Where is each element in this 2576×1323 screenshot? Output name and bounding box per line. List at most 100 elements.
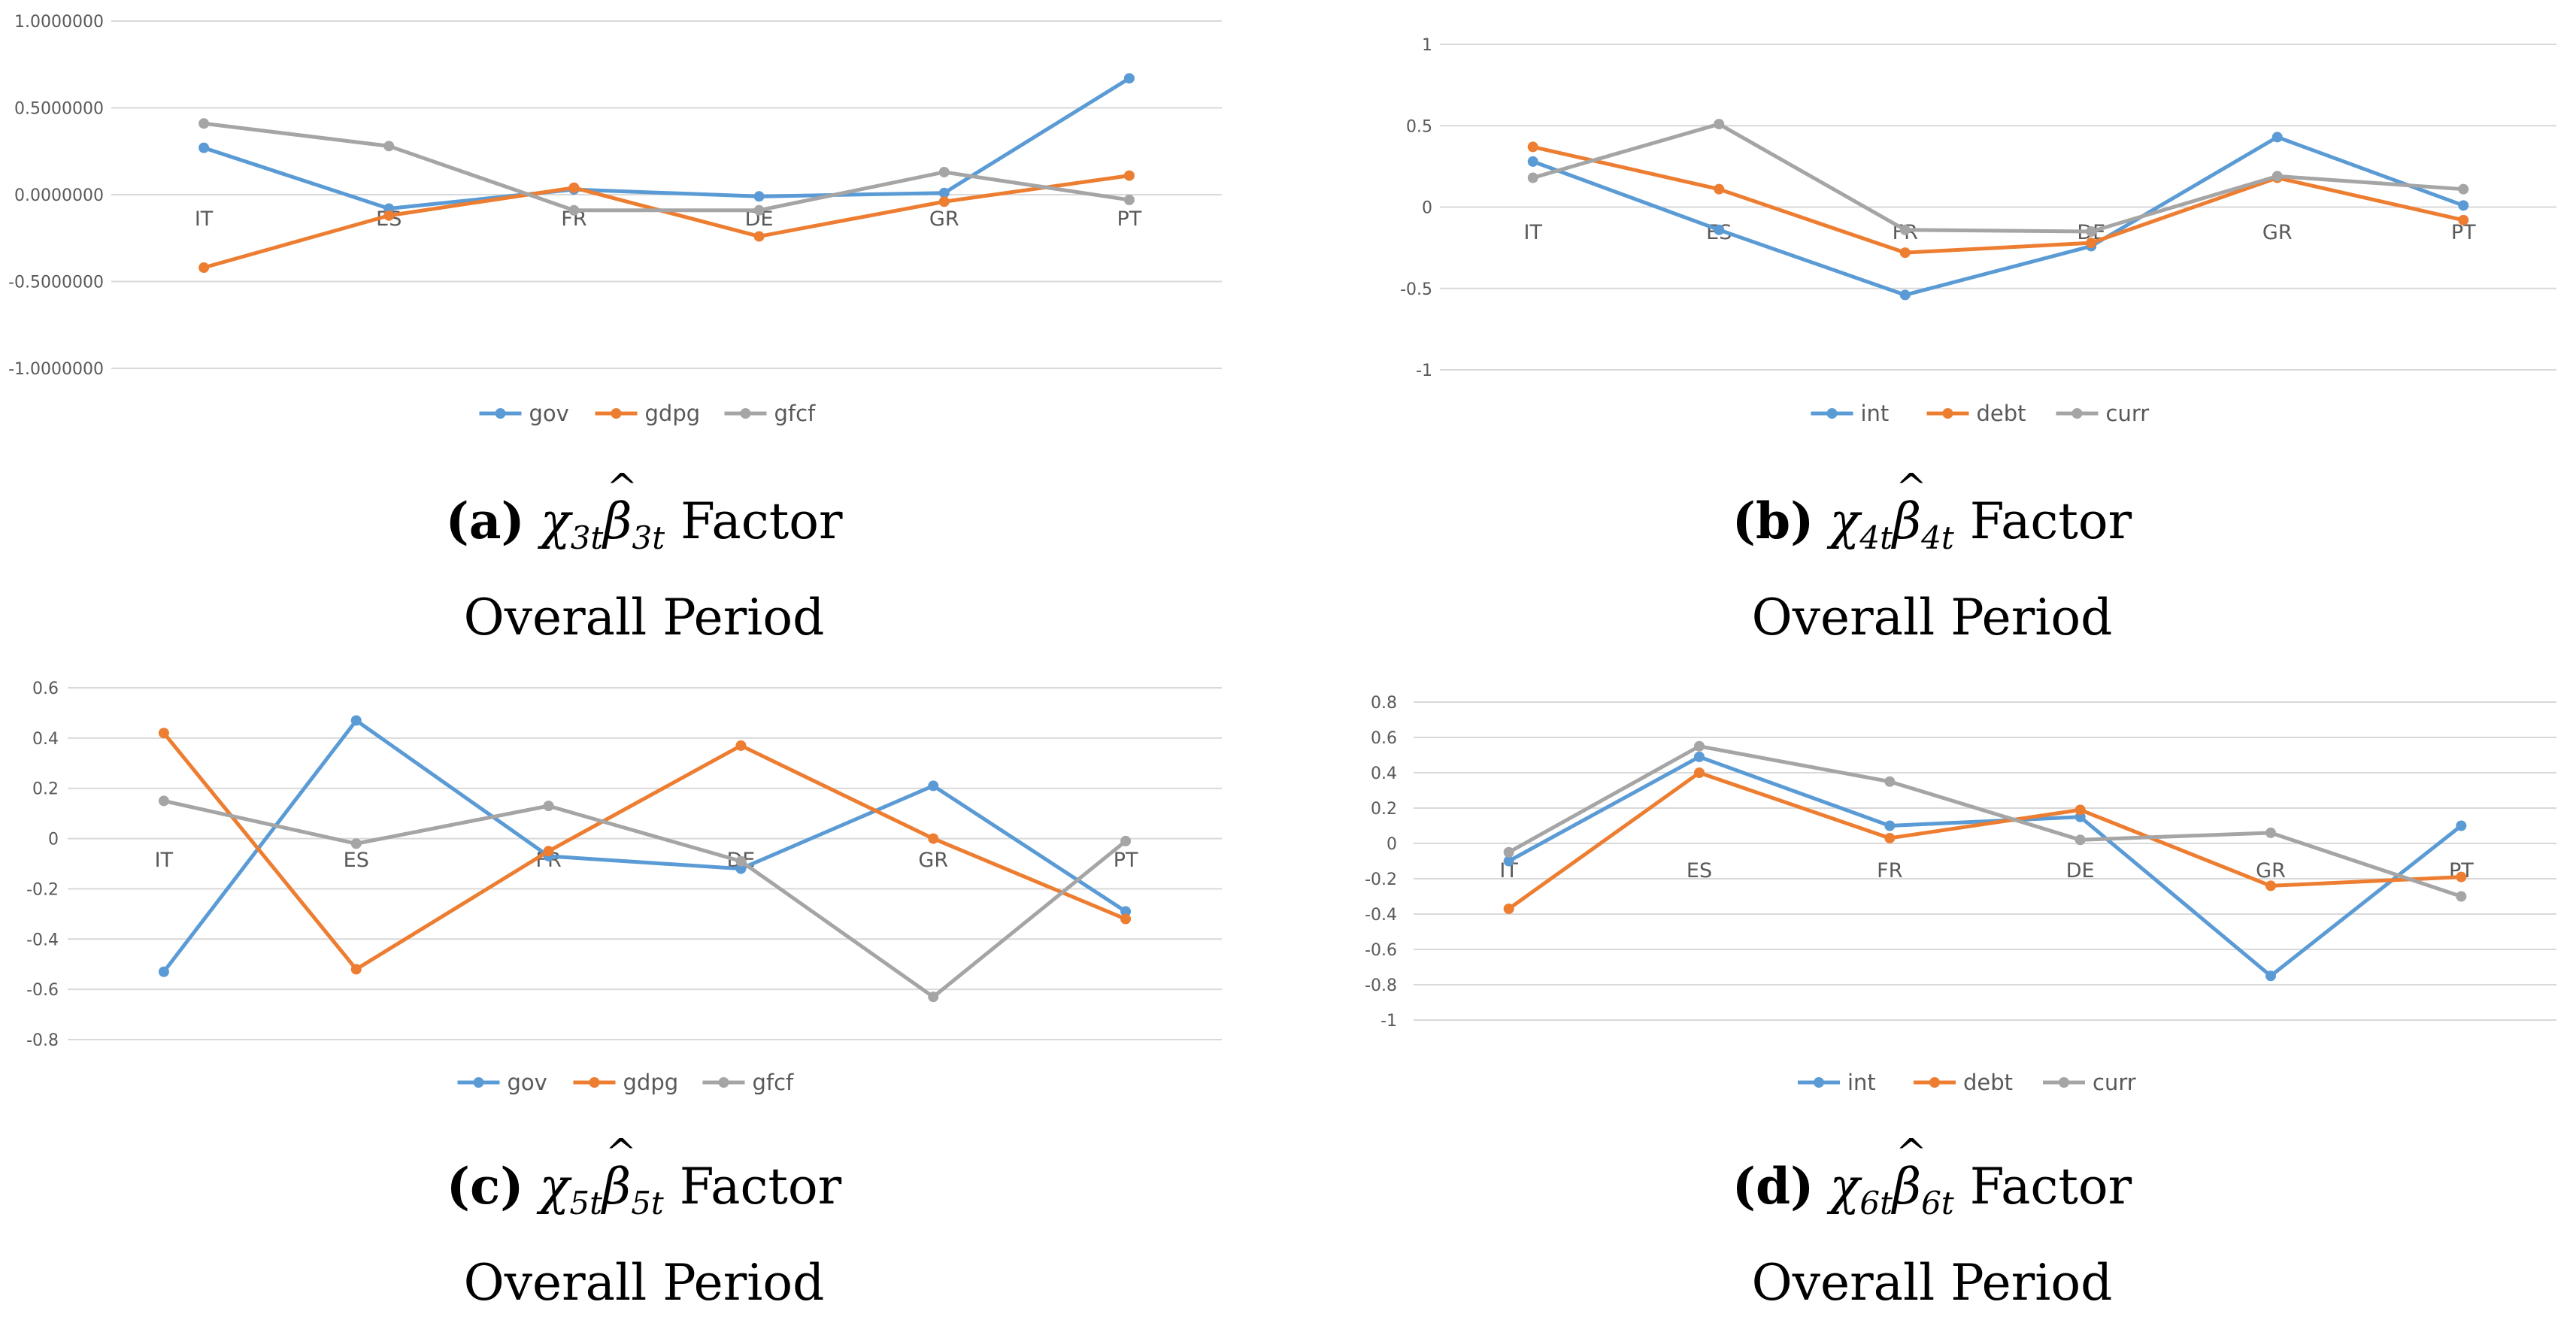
chart-d-caption-line1: (d) χ6tβ6t Factor bbox=[1288, 1113, 2576, 1243]
chart-b-y-tick-label: 1 bbox=[1422, 36, 1432, 55]
chart-d-panel-label: (d) bbox=[1732, 1157, 1814, 1216]
chart-c-series-line-gov bbox=[162, 718, 1127, 973]
chart-d-point-debt bbox=[1884, 832, 1896, 843]
chart-c-point-gfcf bbox=[158, 795, 169, 807]
chart-c-caption-line1: (c) χ5tβ5t Factor bbox=[0, 1113, 1288, 1243]
chart-a-point-gfcf bbox=[938, 166, 950, 177]
chart-d-point-int bbox=[1503, 855, 1514, 867]
chart-b-point-int bbox=[1527, 156, 1538, 167]
chart-d-y-tick-label: -0.6 bbox=[1365, 941, 1397, 960]
chart-d-caption: (d) χ6tβ6t Factor Overall Period bbox=[1288, 1113, 2576, 1323]
chart-a-caption-line1: (a) χ3tβ3t Factor bbox=[0, 447, 1288, 578]
chart-c-point-gdpg bbox=[350, 964, 362, 975]
chart-c-x-tick-label: GR bbox=[918, 849, 948, 872]
chart-d-y-tick-label: -0.4 bbox=[1365, 906, 1397, 925]
chart-d-series-line-debt bbox=[1508, 770, 2462, 910]
chart-a-point-gfcf bbox=[199, 118, 210, 129]
chart-b-point-int bbox=[1899, 289, 1911, 301]
chart-a-x-tick-label: PT bbox=[1117, 207, 1142, 231]
chart-c-y-tick-label: -0.8 bbox=[26, 1031, 59, 1050]
chart-a-point-gov bbox=[199, 142, 210, 153]
chart-a-y-tick-label: 0.0000000 bbox=[14, 186, 104, 205]
chart-c-point-gdpg bbox=[928, 833, 939, 844]
chart-d-point-int bbox=[2456, 820, 2467, 831]
chart-b-x-tick-label: GR bbox=[2262, 221, 2293, 244]
chart-d-legend-marker-int bbox=[1814, 1077, 1824, 1088]
chart-d-caption-line2: Overall Period bbox=[1751, 1254, 2113, 1312]
chart-d-legend-label-curr: curr bbox=[2093, 1070, 2136, 1095]
chart-c-legend-item-gov: gov bbox=[457, 1070, 547, 1095]
chart-c-series-line-gfcf bbox=[163, 798, 1127, 999]
chart-d-point-curr bbox=[1694, 740, 1705, 752]
chart-b-point-debt bbox=[1899, 247, 1911, 259]
chart-d-x-tick-label: ES bbox=[1687, 859, 1712, 883]
chart-c-legend-marker-gov bbox=[473, 1077, 484, 1088]
chart-c-x-tick-label: PT bbox=[1114, 849, 1138, 872]
chart-d-point-int bbox=[2265, 970, 2276, 982]
chart-c-caption: (c) χ5tβ5t Factor Overall Period bbox=[0, 1113, 1288, 1323]
chart-c-point-gov bbox=[928, 780, 939, 792]
chart-b-point-curr bbox=[2086, 226, 2097, 237]
chart-b-series-line-curr bbox=[1532, 122, 2464, 234]
chart-c-legend-item-gdpg: gdpg bbox=[573, 1070, 679, 1095]
chart-d-series-line-int bbox=[1508, 755, 2462, 978]
chart-d-point-debt bbox=[1694, 767, 1705, 778]
chart-a-point-gdpg bbox=[568, 182, 580, 193]
chart-c-svg: 0.60.40.20-0.2-0.4-0.6-0.8ITESFRDEGRPTgo… bbox=[26, 680, 1222, 1095]
chart-c-point-gov bbox=[735, 863, 747, 874]
chart-a-y-tick-label: 1.0000000 bbox=[14, 13, 104, 32]
chart-d-point-curr bbox=[2265, 827, 2276, 838]
chart-c-caption-line2: Overall Period bbox=[463, 1254, 825, 1312]
chart-d-point-debt bbox=[2074, 804, 2086, 816]
chart-c-point-gdpg bbox=[1120, 913, 1132, 925]
chart-b-legend-label-debt: debt bbox=[1977, 401, 2026, 426]
chart-d-series-line-curr bbox=[1508, 744, 2462, 898]
chart-c-panel-label: (c) bbox=[446, 1157, 524, 1216]
chart-a-y-tick-label: 0.5000000 bbox=[14, 100, 104, 119]
chart-b-legend-marker-debt bbox=[1942, 408, 1953, 419]
chart-d-factor-label: Factor bbox=[1969, 1158, 2132, 1216]
chart-b-legend-label-int: int bbox=[1861, 401, 1890, 426]
chart-b-y-tick-label: -0.5 bbox=[1400, 280, 1432, 299]
chart-d-x-tick-label: FR bbox=[1877, 859, 1902, 883]
chart-b-legend-marker-curr bbox=[2071, 408, 2083, 419]
chart-a-point-gdpg bbox=[383, 210, 395, 221]
chart-a-point-gfcf bbox=[383, 141, 395, 152]
chart-a-legend-marker-gov bbox=[495, 408, 506, 419]
chart-c-point-gdpg bbox=[158, 728, 169, 739]
chart-a-point-gov bbox=[938, 187, 950, 198]
chart-b-x-tick-label: IT bbox=[1524, 221, 1543, 244]
chart-b-point-curr bbox=[1899, 224, 1911, 235]
chart-c-point-gdpg bbox=[735, 740, 747, 751]
chart-a-legend-item-gdpg: gdpg bbox=[595, 401, 700, 426]
chart-c-point-gfcf bbox=[735, 855, 747, 867]
chart-b-caption: (b) χ4tβ4t Factor Overall Period bbox=[1288, 447, 2576, 658]
chart-d-y-tick-label: 0.8 bbox=[1371, 694, 1397, 713]
chart-b-point-int bbox=[1714, 224, 1725, 235]
chart-c-y-tick-label: 0 bbox=[48, 831, 59, 849]
chart-panel-c: 0.60.40.20-0.2-0.4-0.6-0.8ITESFRDEGRPTgo… bbox=[0, 653, 1288, 1312]
chart-a-y-tick-label: -1.0000000 bbox=[8, 360, 104, 379]
chart-d-y-tick-label: 0.2 bbox=[1371, 800, 1397, 819]
chart-b-panel-label: (b) bbox=[1732, 492, 1814, 550]
chart-c-point-gov bbox=[158, 966, 169, 977]
chart-b-series-line-int bbox=[1532, 135, 2465, 297]
chart-c-legend-marker-gfcf bbox=[718, 1077, 729, 1088]
chart-a-series-line-gdpg bbox=[203, 174, 1130, 270]
chart-b-point-debt bbox=[2086, 238, 2097, 249]
chart-d-point-int bbox=[1694, 751, 1705, 762]
chart-d-legend-label-int: int bbox=[1847, 1070, 1876, 1095]
chart-d-legend-item-int: int bbox=[1798, 1070, 1876, 1095]
chart-d-y-tick-label: 0.6 bbox=[1371, 729, 1397, 748]
chart-c-legend-label-gov: gov bbox=[508, 1070, 547, 1095]
chart-c-legend-label-gdpg: gdpg bbox=[623, 1070, 679, 1095]
chart-c-y-tick-label: -0.4 bbox=[26, 931, 59, 949]
chart-a-legend-item-gov: gov bbox=[479, 401, 569, 426]
chart-b-legend-item-int: int bbox=[1811, 401, 1890, 426]
chart-d-y-tick-label: 0.4 bbox=[1371, 764, 1397, 783]
chart-a-point-gov bbox=[753, 191, 765, 202]
chart-d-point-debt bbox=[2456, 871, 2467, 883]
chart-b-point-debt bbox=[2458, 214, 2469, 226]
chart-a-point-gdpg bbox=[199, 262, 210, 274]
